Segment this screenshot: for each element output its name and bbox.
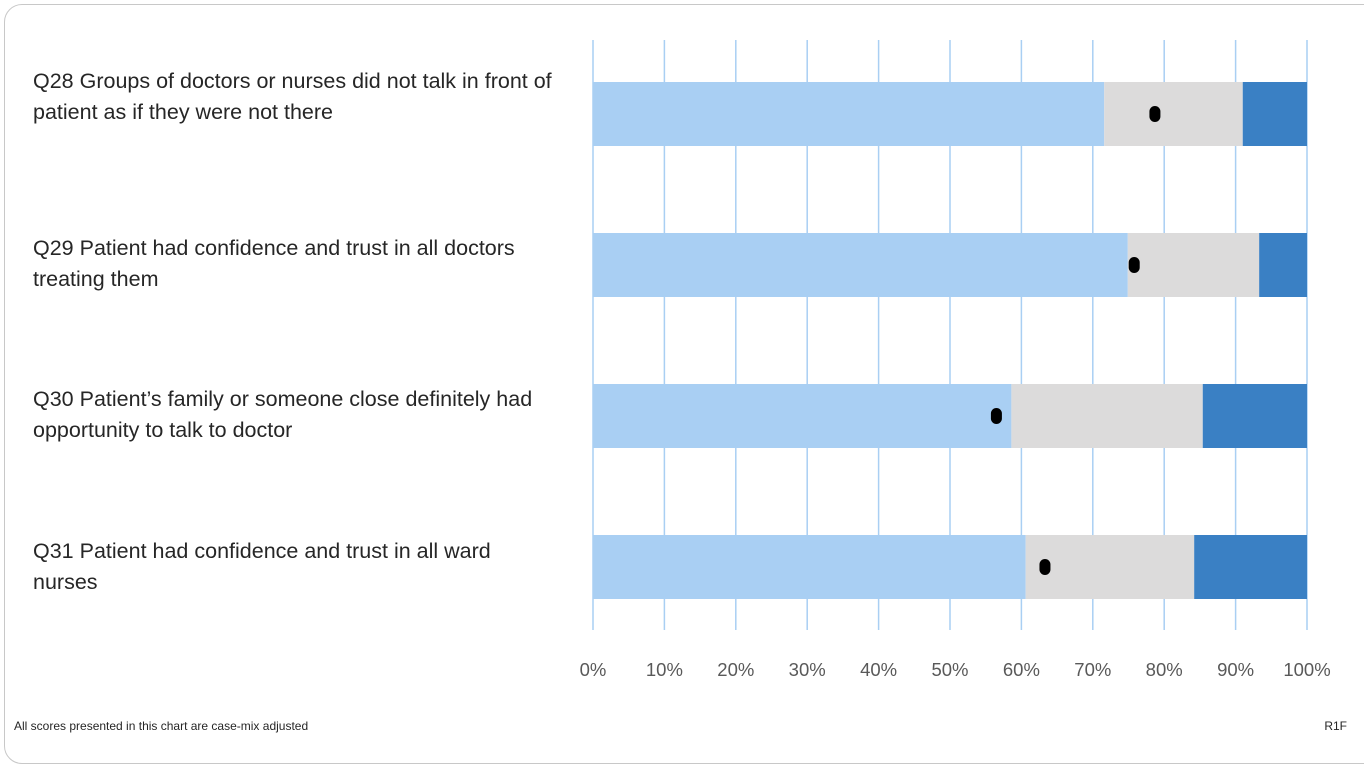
bar-q31-segment-1 — [593, 535, 1026, 599]
score-markers — [990, 106, 1161, 575]
category-label-q28: Q28 Groups of doctors or nurses did not … — [33, 69, 552, 124]
x-tick-label-2: 20% — [717, 659, 754, 680]
bar-q29-segment-2 — [1127, 233, 1260, 297]
category-label-q31: Q31 Patient had confidence and trust in … — [33, 539, 491, 594]
category-label-q30: Q30 Patient’s family or someone close de… — [33, 387, 533, 442]
score-marker-q31 — [1039, 559, 1051, 575]
bar-q30-segment-1 — [593, 384, 1012, 448]
bar-q29-segment-1 — [593, 233, 1128, 297]
bar-q28-segment-3 — [1242, 82, 1307, 146]
bar-q31-segment-2 — [1025, 535, 1195, 599]
x-tick-label-4: 40% — [860, 659, 897, 680]
stacked-bar-chart: 0% 10% 20% 30% 40% 50% 60% 70% 80% 90% 100% — [580, 40, 1331, 680]
score-marker-q29 — [1128, 257, 1140, 273]
bar-q28-segment-1 — [593, 82, 1105, 146]
bar-q29-segment-3 — [1259, 233, 1307, 297]
bars — [593, 82, 1307, 599]
bar-q28-segment-2 — [1104, 82, 1243, 146]
x-tick-label-9: 90% — [1217, 659, 1254, 680]
x-tick-label-1: 10% — [646, 659, 683, 680]
score-marker-q30 — [990, 408, 1002, 424]
x-tick-label-0: 0% — [580, 659, 607, 680]
x-tick-label-5: 50% — [931, 659, 968, 680]
x-tick-label-7: 70% — [1074, 659, 1111, 680]
x-tick-label-6: 60% — [1003, 659, 1040, 680]
bar-q30-segment-3 — [1202, 384, 1307, 448]
category-label-q29: Q29 Patient had confidence and trust in … — [33, 236, 515, 291]
x-axis-tick-labels: 0% 10% 20% 30% 40% 50% 60% 70% 80% 90% 100% — [580, 659, 1331, 680]
footer-code: R1F — [1324, 719, 1347, 733]
footer-note: All scores presented in this chart are c… — [14, 719, 309, 733]
x-tick-label-3: 30% — [789, 659, 826, 680]
score-marker-q28 — [1149, 106, 1161, 122]
bar-q31-segment-3 — [1194, 535, 1307, 599]
x-tick-label-10: 100% — [1283, 659, 1330, 680]
x-tick-label-8: 80% — [1146, 659, 1183, 680]
bar-q30-segment-2 — [1011, 384, 1203, 448]
